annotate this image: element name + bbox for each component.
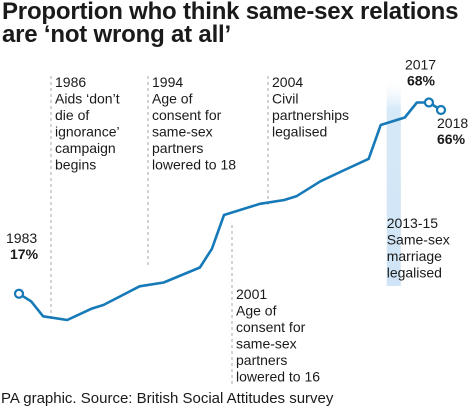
annotation-line: die of: [55, 107, 89, 123]
annotation-line: partners: [236, 352, 287, 368]
chart-title-line-1: Proportion who think same-sex relations: [2, 0, 459, 25]
annotation-line: Aids ‘don’t: [55, 91, 120, 107]
series-line: [17, 101, 443, 322]
annotation-line: 2001: [236, 286, 267, 302]
point-value-label-2018: 66%: [437, 131, 466, 147]
annotation-line: lowered to 16: [236, 369, 320, 385]
chart-title: Proportion who think same-sex relations …: [2, 0, 472, 48]
annotation-line: Age of: [152, 91, 193, 107]
annotation-1994: 1994 Age of consent for same-sex partners low…: [152, 74, 236, 173]
annotation-1986: 1986 Aids ‘don’t die of ignorance’ campaign b…: [55, 74, 120, 173]
annotation-line: 1994: [152, 74, 183, 90]
annotation-2001: 2001 Age of consent for same-sex partners low…: [236, 286, 320, 385]
chart-title-line-2: are ‘not wrong at all’: [2, 21, 231, 48]
annotation-2004: 2004 Civil partnerships legalised: [272, 74, 349, 140]
source-footer: PA graphic. Source: British Social Attit…: [1, 390, 334, 407]
annotation-line: 2004: [272, 74, 303, 90]
annotation-line: partners: [152, 140, 203, 156]
annotation-line: lowered to 18: [152, 157, 236, 173]
annotation-line: begins: [55, 157, 96, 173]
annotation-line: 1986: [55, 74, 86, 90]
point-value-label-1983: 17%: [10, 246, 39, 262]
marriage-legalised-band: [386, 78, 401, 286]
annotation-line: ignorance’: [55, 124, 120, 140]
point-year-label-2018: 2018: [437, 115, 468, 131]
annotation-line: partnerships: [272, 107, 349, 123]
point-marker-1983: [13, 288, 25, 299]
annotation-line: same-sex: [236, 336, 297, 352]
point-year-label-1983: 1983: [6, 230, 37, 246]
point-marker-2018: [435, 104, 447, 116]
band-label-line: legalised: [387, 265, 442, 281]
point-year-label-2017: 2017: [405, 57, 436, 73]
point-value-label-2017: 68%: [407, 73, 436, 89]
annotation-line: consent for: [236, 319, 306, 335]
annotation-line: campaign: [55, 140, 116, 156]
annotation-line: Age of: [236, 303, 277, 319]
annotation-line: consent for: [152, 107, 222, 123]
band-label-line: 2013-15: [387, 215, 439, 231]
annotation-line: same-sex: [152, 124, 213, 140]
annotation-line: legalised: [272, 124, 327, 140]
band-label: 2013-15 Same-sex marriage legalised: [387, 215, 450, 281]
band-label-line: Same-sex: [387, 232, 450, 248]
point-marker-2017: [423, 97, 435, 108]
band-label-line: marriage: [387, 248, 442, 264]
annotation-line: Civil: [272, 91, 298, 107]
